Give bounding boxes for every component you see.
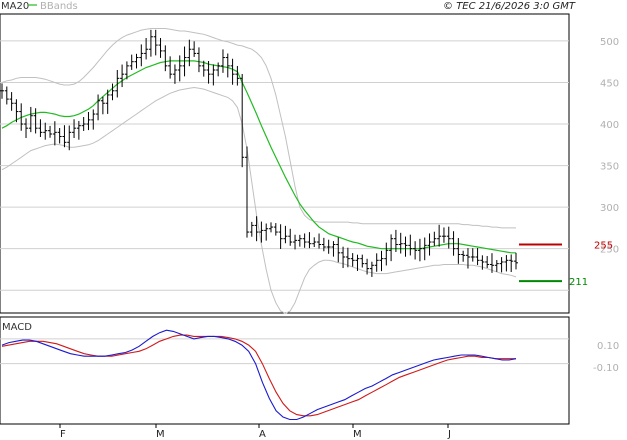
macd-gridlines (0, 338, 569, 365)
macd-series-layer (1, 329, 517, 421)
support-level-label: 211 (569, 277, 588, 288)
bb-lower-line (1, 86, 517, 315)
macd-y-tick-label: 0.10 (597, 341, 619, 352)
price-panel-frame (0, 13, 570, 314)
month-label: J (447, 429, 451, 440)
price-legend: MA20 BBands (1, 1, 78, 12)
month-ticks (59, 424, 449, 428)
ma20-line (1, 60, 516, 254)
y-tick-label: 250 (600, 245, 619, 256)
y-tick-label: 500 (600, 37, 619, 48)
legend-bbands: BBands (40, 1, 78, 12)
x-axis: F M A M J (60, 429, 451, 440)
macd-panel-frame (0, 316, 570, 425)
macd-y-axis: 0.10 -0.10 (593, 341, 619, 374)
macd-y-tick-label: -0.10 (593, 363, 619, 374)
y-tick-label: 400 (600, 120, 619, 131)
y-tick-label: 350 (600, 162, 619, 173)
month-label: F (60, 429, 66, 440)
month-label: M (353, 429, 362, 440)
signal-line (1, 334, 516, 417)
price-y-axis: 500 450 400 350 300 250 (600, 37, 619, 256)
level-lines (519, 243, 562, 283)
resistance-level-label: 255 (594, 241, 613, 252)
legend-ma20: MA20 (1, 1, 29, 12)
bb-upper-line (1, 28, 516, 229)
copyright-label: © TEC 21/6/2026 3:0 GMT (443, 1, 576, 12)
month-label: M (156, 429, 165, 440)
y-tick-label: 300 (600, 203, 619, 214)
price-gridlines (0, 40, 569, 291)
macd-legend: MACD (2, 322, 32, 333)
price-series-layer (0, 28, 518, 315)
y-tick-label: 450 (600, 78, 619, 89)
macd-line (1, 329, 517, 421)
month-label: A (259, 429, 266, 440)
